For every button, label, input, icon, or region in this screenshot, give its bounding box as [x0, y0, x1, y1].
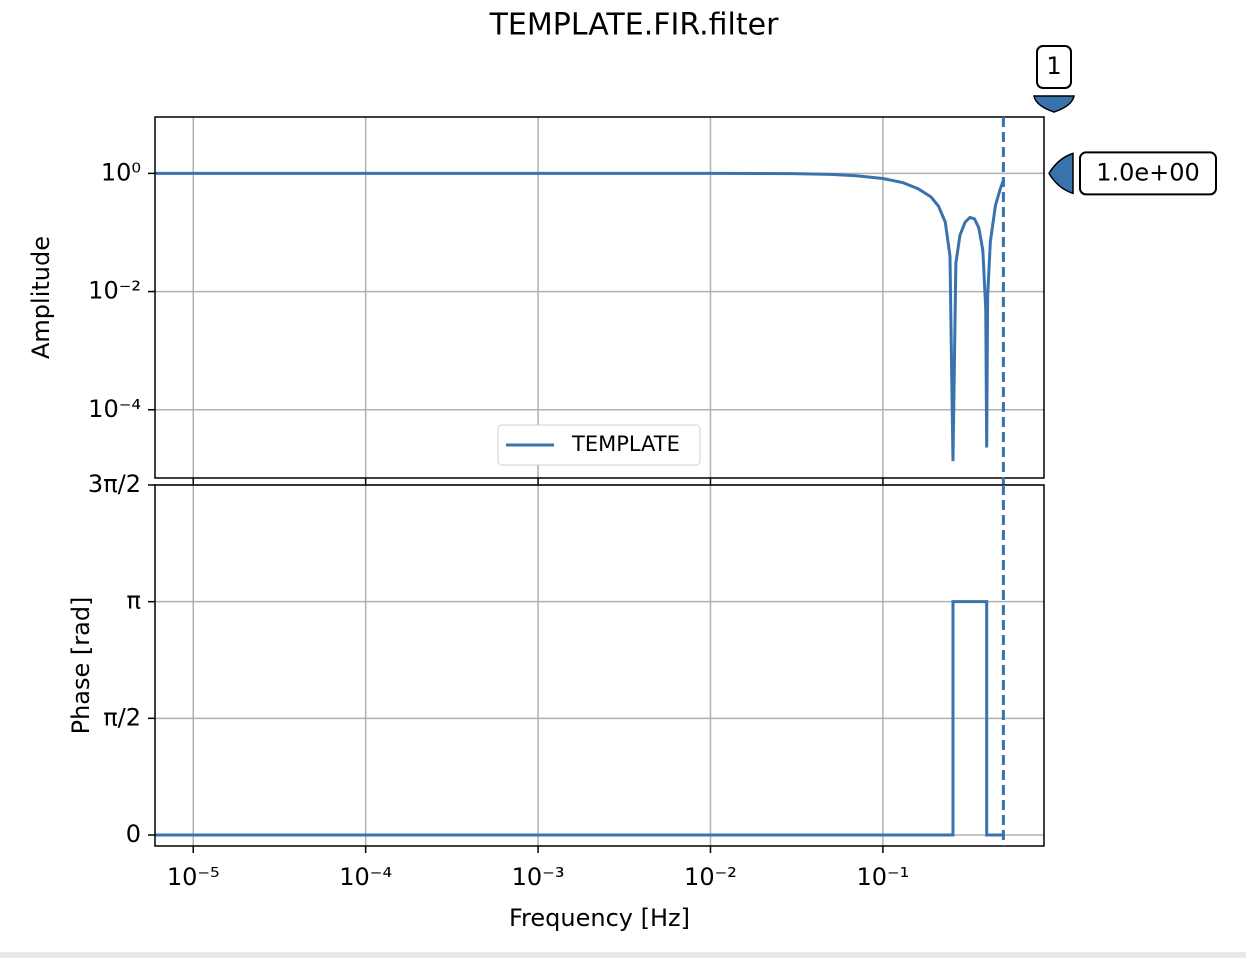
data-line [155, 600, 1004, 837]
y-tick-label: 10⁻⁴ [88, 395, 141, 423]
y-tick-label: 0 [126, 820, 141, 848]
y-tick-label: π [127, 587, 141, 615]
plot-frame [154, 484, 1045, 847]
y-tick-label: 10⁻² [88, 277, 141, 305]
cursor-y-label: 1.0e+00 [1096, 158, 1200, 186]
toolbar-strip [0, 952, 1246, 958]
x-axis-label: Frequency [Hz] [509, 904, 690, 932]
cursor-y-marker [1048, 152, 1074, 195]
plot-frame [154, 116, 1045, 479]
x-tick-label: 10⁻⁵ [167, 863, 220, 891]
data-line [155, 171, 1005, 462]
y-axis-label: Amplitude [27, 236, 55, 359]
y-tick-label: 3π/2 [88, 470, 141, 498]
x-tick-label: 10⁻³ [512, 863, 565, 891]
legend-label: TEMPLATE [571, 432, 680, 456]
x-tick-label: 10⁻⁴ [339, 863, 392, 891]
cursor-label-box [1036, 45, 1072, 89]
cursor-label: 1 [1046, 52, 1061, 80]
y-tick-label: 10⁰ [101, 158, 141, 186]
y-axis-label: Phase [rad] [67, 597, 95, 735]
cursor-x-marker [1033, 95, 1075, 113]
chart-title: TEMPLATE.FIR.filter [489, 8, 780, 43]
x-tick-label: 10⁻¹ [856, 863, 909, 891]
x-tick-label: 10⁻² [684, 863, 737, 891]
legend-box [497, 424, 701, 466]
cursor-y-label-box [1079, 151, 1217, 196]
y-tick-label: π/2 [103, 703, 141, 731]
